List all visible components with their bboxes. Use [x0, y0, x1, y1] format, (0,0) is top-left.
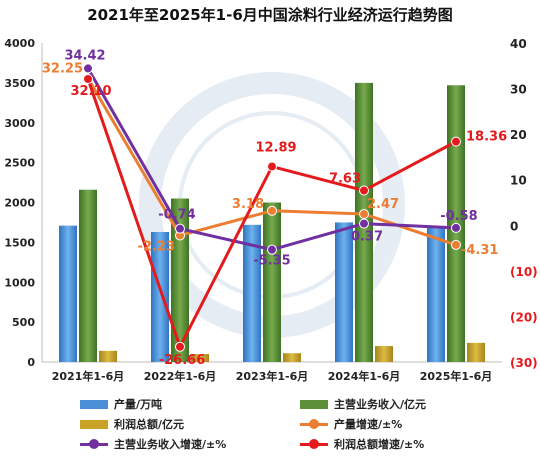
bar-2	[171, 198, 189, 362]
data-label-2: -0.74	[158, 208, 195, 223]
right-tick-label: (20)	[510, 310, 538, 324]
legend-swatch	[80, 419, 108, 429]
data-label-2: 0.37	[351, 230, 383, 245]
legend-swatch	[300, 437, 328, 451]
bar-3	[191, 354, 209, 362]
data-label-3: 32.10	[70, 84, 111, 99]
data-label-2: 34.42	[64, 48, 105, 63]
labels-layer: 32.25 -2.23 3.18 2.47 -4.31 34.42 -0.74 -5.35 0.…	[42, 48, 507, 367]
right-tick-label: 20	[510, 128, 527, 142]
series-point-3	[83, 74, 93, 85]
data-label-1: -4.31	[461, 243, 498, 258]
bar-2	[79, 189, 97, 362]
data-label-3: 12.89	[255, 141, 296, 156]
bar-1	[427, 226, 445, 362]
series-point-2	[267, 244, 277, 255]
category-label: 2022年1-6月	[144, 369, 217, 383]
legend-item: 主营业务收入增速/±%	[80, 436, 226, 452]
series-point-3	[267, 161, 277, 172]
legend-item: 利润总额/亿元	[80, 416, 184, 432]
bars-layer	[59, 82, 485, 362]
chart-title: 2021年至2025年1-6月中国涂料行业经济运行趋势图	[87, 6, 453, 24]
series-point-2	[175, 223, 185, 234]
legend-label: 主营业务收入/亿元	[334, 398, 427, 411]
data-label-1: 3.18	[232, 197, 264, 212]
right-tick-label: (30)	[510, 356, 538, 370]
right-tick-label: 0	[510, 219, 518, 233]
series-point-1	[267, 205, 277, 216]
bar-3	[467, 342, 485, 362]
legend-label: 产量/万吨	[114, 398, 163, 411]
bar-1	[59, 225, 77, 362]
right-tick-label: 30	[510, 83, 527, 97]
left-tick-label: 500	[12, 316, 35, 329]
bar-3	[99, 350, 117, 362]
category-label: 2021年1-6月	[52, 369, 125, 383]
data-label-3: 18.36	[466, 130, 507, 145]
series-point-1	[359, 209, 369, 220]
series-point-3	[359, 185, 369, 196]
series-point-2	[83, 63, 93, 74]
legend: 产量/万吨 主营业务收入/亿元利润总额/亿元 产量增速/±% 主营业务收入增速/±% 利…	[80, 396, 500, 456]
data-label-2: -5.35	[253, 254, 290, 269]
legend-swatch	[80, 437, 108, 451]
axes-layer: 0 500 1000 1500 2000 2500 3000 3500 4000 40 30 20 10…	[4, 37, 537, 383]
legend-label: 利润总额/亿元	[114, 418, 185, 431]
left-tick-label: 1500	[4, 236, 35, 249]
legend-swatch	[80, 399, 108, 409]
category-label: 2024年1-6月	[328, 369, 401, 383]
left-tick-label: 4000	[4, 37, 35, 50]
lines-layer	[83, 63, 461, 352]
series-point-3	[451, 136, 461, 147]
series-point-3	[175, 341, 185, 352]
bar-1	[243, 224, 261, 362]
legend-swatch	[300, 417, 328, 431]
data-label-1: 2.47	[367, 197, 399, 212]
left-tick-label: 2000	[4, 197, 35, 210]
data-label-3: 7.63	[329, 172, 361, 187]
series-point-1	[451, 239, 461, 250]
bar-1	[151, 232, 169, 362]
series-point-2	[359, 218, 369, 229]
left-tick-label: 3000	[4, 117, 35, 130]
category-label: 2025年1-6月	[420, 369, 493, 383]
data-label-2: -0.58	[440, 209, 477, 224]
legend-label: 利润总额增速/±%	[334, 438, 425, 451]
bar-2	[263, 202, 281, 362]
legend-label: 产量增速/±%	[334, 418, 403, 431]
left-tick-label: 3500	[4, 77, 35, 90]
bar-3	[283, 353, 301, 362]
data-label-3: -26.66	[159, 353, 206, 368]
legend-item: 产量增速/±%	[300, 416, 402, 432]
bar-1	[335, 222, 353, 362]
legend-swatch	[300, 399, 328, 409]
left-tick-label: 2500	[4, 157, 35, 170]
left-tick-label: 0	[27, 356, 35, 369]
right-tick-label: 40	[510, 37, 527, 51]
legend-item: 主营业务收入/亿元	[300, 396, 426, 412]
right-tick-label: 10	[510, 174, 527, 188]
series-point-2	[451, 222, 461, 233]
right-tick-label: (10)	[510, 265, 538, 279]
legend-label: 主营业务收入增速/±%	[114, 438, 227, 451]
legend-item: 利润总额增速/±%	[300, 436, 424, 452]
data-label-1: -2.23	[138, 239, 175, 254]
data-label-1: 32.25	[42, 61, 83, 76]
legend-item: 产量/万吨	[80, 396, 162, 412]
category-label: 2023年1-6月	[236, 369, 309, 383]
bar-3	[375, 346, 393, 362]
left-tick-label: 1000	[4, 276, 35, 289]
